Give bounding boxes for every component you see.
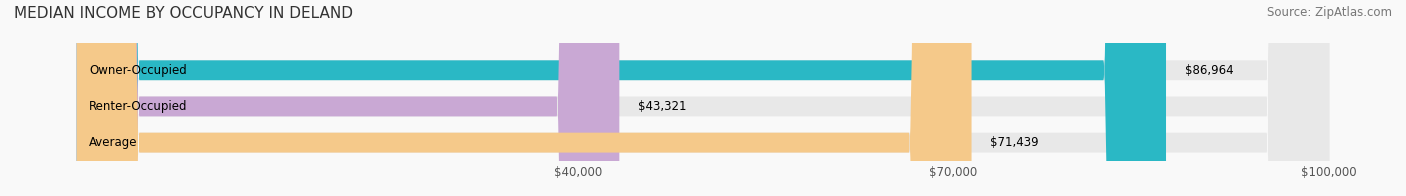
FancyBboxPatch shape [77,0,619,196]
Text: Average: Average [89,136,138,149]
Text: $86,964: $86,964 [1185,64,1233,77]
Text: $71,439: $71,439 [990,136,1039,149]
FancyBboxPatch shape [77,0,1329,196]
FancyBboxPatch shape [77,0,1166,196]
FancyBboxPatch shape [77,0,972,196]
Text: Renter-Occupied: Renter-Occupied [89,100,188,113]
Text: Owner-Occupied: Owner-Occupied [89,64,187,77]
FancyBboxPatch shape [77,0,1329,196]
FancyBboxPatch shape [77,0,1329,196]
Text: Source: ZipAtlas.com: Source: ZipAtlas.com [1267,6,1392,19]
Text: $43,321: $43,321 [638,100,686,113]
Text: MEDIAN INCOME BY OCCUPANCY IN DELAND: MEDIAN INCOME BY OCCUPANCY IN DELAND [14,6,353,21]
